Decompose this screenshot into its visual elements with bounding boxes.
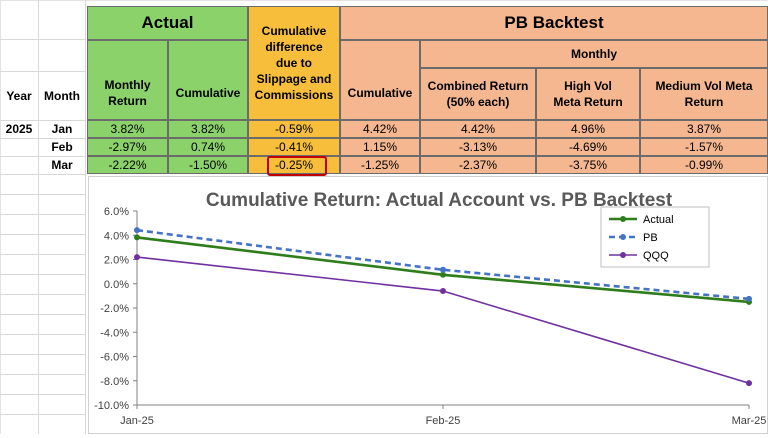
y-tick-label: -2.0% — [100, 303, 129, 315]
medium-vol-cell: -0.99% — [640, 156, 768, 174]
monthly-return-cell: 3.82% — [87, 120, 168, 138]
high-vol-header: High Vol Meta Return — [536, 68, 640, 120]
pb-cumulative-cell: -1.25% — [340, 156, 420, 174]
y-tick-label: 4.0% — [104, 230, 129, 242]
high-vol-cell: 4.96% — [536, 120, 640, 138]
month-cell: Mar — [51, 157, 73, 172]
high-vol-cell: -3.75% — [536, 156, 640, 174]
legend-marker — [620, 252, 626, 258]
year-header: Year — [6, 88, 32, 103]
legend-label: QQQ — [643, 250, 669, 262]
chart-legend: Actual PB QQQ — [600, 206, 710, 268]
high-vol-cell: -4.69% — [536, 138, 640, 156]
legend-label: PB — [643, 232, 658, 244]
data-point-qqq — [746, 380, 752, 387]
chart-svg: Cumulative Return: Actual Account vs. PB… — [94, 190, 767, 427]
combined-cell: -2.37% — [420, 156, 536, 174]
actual-cumulative-header: Cumulative — [168, 40, 248, 120]
y-tick-label: -6.0% — [100, 352, 129, 364]
monthly-return-cell: -2.22% — [87, 156, 168, 174]
monthly-return-header: Monthly Return — [87, 40, 168, 120]
year-cell — [0, 156, 38, 174]
diff-cell-highlighted: -0.25% — [248, 156, 340, 174]
y-tick-label: 0.0% — [104, 279, 129, 291]
cumulative-difference-header: Cumulative difference due to Slippage an… — [248, 6, 340, 120]
highlight-box — [267, 156, 327, 176]
y-tick-label: -4.0% — [100, 327, 129, 339]
year-cell — [0, 138, 38, 156]
y-axis: 6.0% 4.0% 2.0% 0.0% -2.0% -4.0% -6.0% -8.0% -10.… — [94, 206, 138, 412]
medium-vol-cell: -1.57% — [640, 138, 768, 156]
pb-cumulative-cell: 4.42% — [340, 120, 420, 138]
x-tick-label: Jan-25 — [120, 415, 154, 427]
data-point-pb — [440, 266, 446, 273]
chart-title: Cumulative Return: Actual Account vs. PB… — [206, 190, 673, 211]
actual-header: Actual — [87, 6, 248, 40]
data-point-actual — [134, 234, 140, 241]
y-tick-label: 6.0% — [104, 206, 129, 218]
diff-cell: -0.59% — [248, 120, 340, 138]
y-tick-label: -8.0% — [100, 376, 129, 388]
data-point-qqq — [440, 288, 446, 295]
month-header: Month — [44, 88, 80, 103]
y-tick-label: -10.0% — [94, 400, 129, 412]
combined-cell: 4.42% — [420, 120, 536, 138]
data-point-pb — [746, 295, 752, 302]
cumulative-return-chart[interactable]: Cumulative Return: Actual Account vs. PB… — [88, 176, 768, 434]
combined-return-header: Combined Return (50% each) — [420, 68, 536, 120]
year-cell: 2025 — [5, 121, 33, 136]
legend-label: Actual — [643, 214, 674, 226]
data-point-qqq — [134, 254, 140, 261]
combined-cell: -3.13% — [420, 138, 536, 156]
monthly-subheader: Monthly — [420, 40, 768, 68]
x-tick-label: Mar-25 — [732, 415, 767, 427]
diff-cell: -0.41% — [248, 138, 340, 156]
pb-backtest-header: PB Backtest — [340, 6, 768, 40]
y-tick-label: 2.0% — [104, 255, 129, 267]
medium-vol-header: Medium Vol Meta Return — [640, 68, 768, 120]
cumulative-cell: 0.74% — [168, 138, 248, 156]
series-group — [134, 227, 752, 387]
data-point-pb — [134, 227, 140, 234]
month-cell: Feb — [51, 139, 73, 154]
month-cell: Jan — [51, 121, 73, 136]
pb-cumulative-cell: 1.15% — [340, 138, 420, 156]
legend-marker — [620, 216, 626, 222]
x-tick-label: Feb-25 — [426, 415, 461, 427]
data-point-actual — [440, 271, 446, 278]
legend-marker — [620, 234, 626, 240]
x-axis: Jan-25 Feb-25 Mar-25 — [120, 404, 767, 427]
pb-cumulative-header: Cumulative — [340, 40, 420, 120]
cumulative-cell: -1.50% — [168, 156, 248, 174]
cumulative-cell: 3.82% — [168, 120, 248, 138]
medium-vol-cell: 3.87% — [640, 120, 768, 138]
series-line-pb — [136, 228, 750, 301]
monthly-return-cell: -2.97% — [87, 138, 168, 156]
